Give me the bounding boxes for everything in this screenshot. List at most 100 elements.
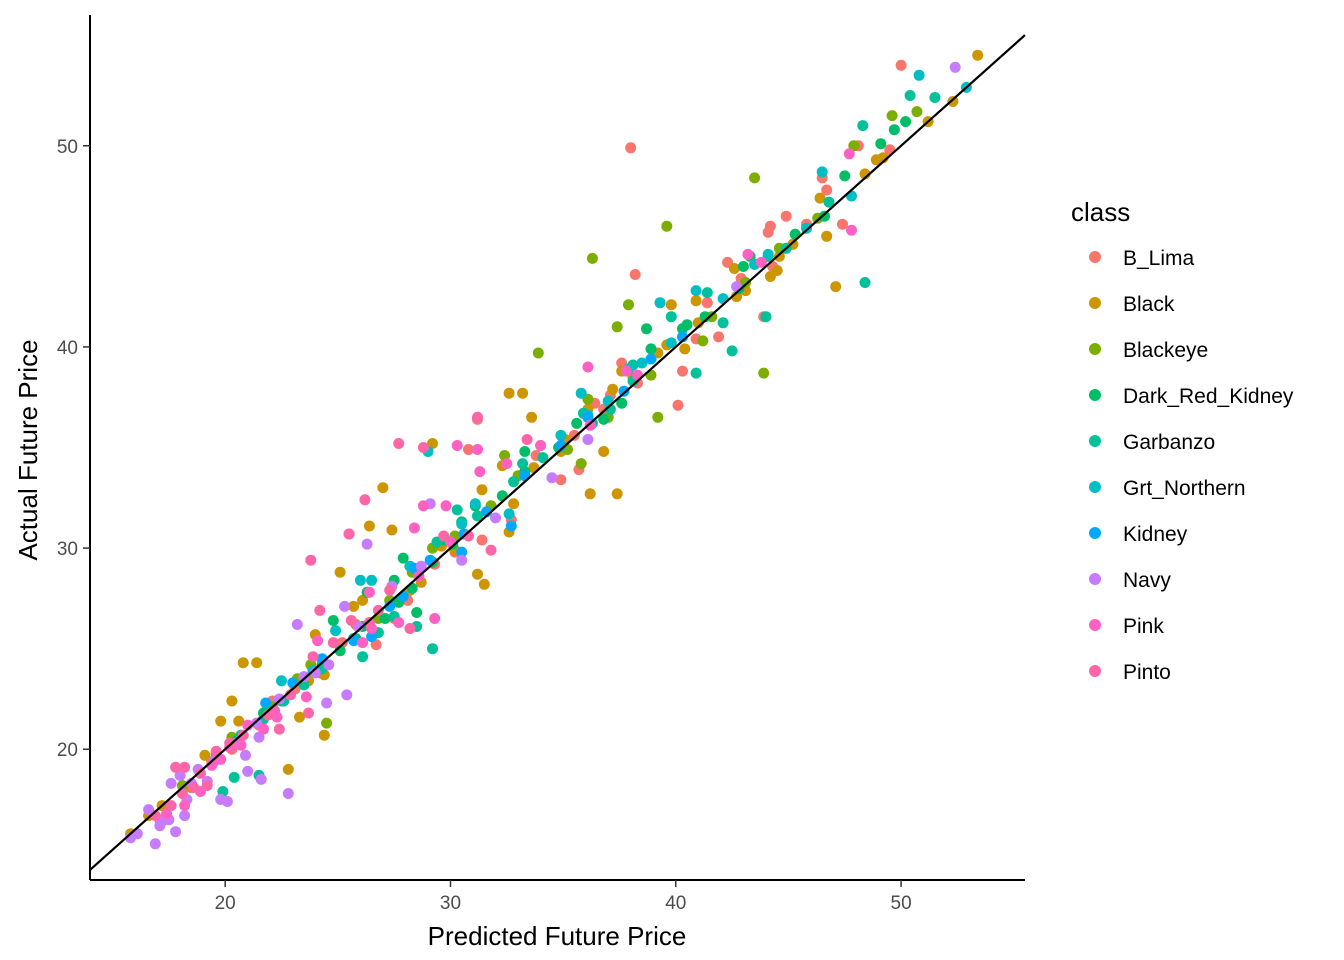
data-point [586,252,598,264]
legend-label: B_Lima [1123,247,1195,270]
legend-item: Grt_Northern [1089,477,1246,500]
legend-key [1089,619,1101,631]
data-point [478,578,490,590]
data-point [440,500,452,512]
data-point [456,554,468,566]
data-point [330,625,342,637]
series-grt-northern [276,69,972,687]
y-axis-title: Actual Future Price [13,339,43,560]
data-point [327,615,339,626]
data-point [760,311,772,323]
data-point [713,331,725,343]
data-point [665,337,677,349]
legend-label: Pink [1123,615,1164,638]
data-point [575,458,587,470]
data-point [623,299,634,311]
data-point [258,723,269,735]
data-point [427,438,438,449]
legend-label: Dark_Red_Kidney [1123,385,1294,408]
data-point [773,250,785,262]
data-point [690,367,702,379]
data-point [370,639,382,651]
legend-item: Navy [1089,569,1171,592]
series-garbanzo [217,90,941,797]
legend-label: Garbanzo [1123,431,1215,454]
data-point [555,474,567,486]
data-point [237,729,249,741]
data-point [526,411,538,423]
legend-label: Black [1123,293,1175,316]
data-point [224,737,236,749]
data-point [359,494,371,506]
data-point [517,458,529,470]
data-point [273,723,285,735]
legend-item: Pink [1089,615,1164,638]
data-point [913,69,925,81]
data-point [972,49,984,61]
data-point [294,711,305,723]
legend: class B_Lima Black Blackeye Dark_Red_Kidney… [1071,197,1294,684]
data-point [929,92,941,103]
legend-item: Pinto [1089,661,1171,684]
data-point [242,765,254,777]
data-point [235,739,247,751]
legend-item: Black [1089,293,1175,316]
data-point [199,749,211,761]
data-point [501,458,513,470]
legend-key [1089,389,1101,401]
data-point [690,295,702,307]
data-point [228,771,240,783]
data-point [490,512,501,524]
data-point [377,482,389,494]
data-point [517,387,529,399]
legend-key [1089,527,1101,539]
x-tick-label: 20 [215,893,236,914]
data-point [161,808,173,820]
data-point [393,438,405,449]
data-point [291,619,303,630]
data-point [334,566,346,578]
data-point [176,780,188,791]
legend-title: class [1071,197,1130,227]
data-point [584,488,596,500]
data-point [848,140,860,152]
data-point [251,657,263,669]
data-point [814,192,826,204]
data-point [357,594,369,606]
data-point [415,560,427,572]
data-point [505,520,517,532]
data-point [598,446,610,457]
data-point [677,365,688,377]
data-point [582,361,594,373]
data-point [363,617,375,628]
legend-key [1089,297,1101,309]
data-point [654,297,666,309]
data-point [363,520,375,532]
data-point [305,554,317,566]
data-point [357,637,369,649]
data-point [463,444,474,455]
data-point [472,510,483,522]
data-point [859,277,871,288]
legend-key [1089,343,1101,355]
data-point [839,170,851,182]
data-point [321,717,333,729]
data-point [837,218,848,230]
data-point [701,297,713,309]
data-point [188,782,200,793]
data-point [215,715,227,727]
data-point [641,323,652,335]
data-point [226,695,238,707]
data-point [474,466,486,478]
data-point [726,345,738,357]
data-point [348,600,360,612]
data-point [843,148,855,160]
data-point [170,761,182,773]
data-point [728,263,740,274]
data-point [179,810,191,822]
data-point [629,269,641,280]
data-point [665,299,677,311]
x-tick-label: 30 [440,893,461,914]
data-point [379,613,391,624]
